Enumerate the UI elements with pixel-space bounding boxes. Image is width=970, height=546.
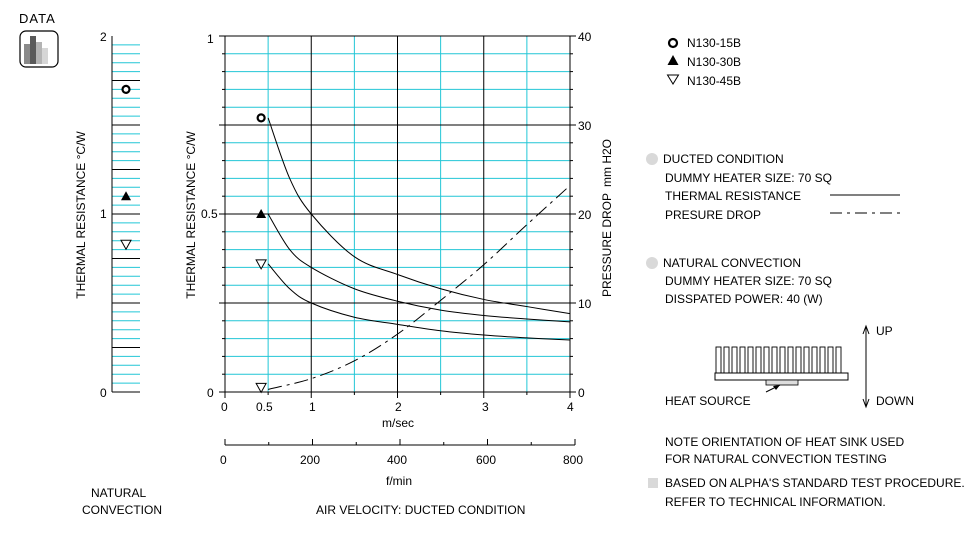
thermal-line-n130-30b bbox=[267, 213, 571, 323]
heat-sink-fins bbox=[715, 346, 842, 374]
heat-source-label: HEAT SOURCE bbox=[665, 394, 751, 408]
fmin-axis-label: f/min bbox=[386, 474, 413, 488]
natural-y-tick-1: 1 bbox=[100, 207, 107, 221]
natural-marker-n130-15b-icon bbox=[121, 84, 131, 95]
data-logo-icon bbox=[19, 30, 59, 68]
natural-bullet-icon bbox=[646, 257, 658, 269]
legend-label-30b: N130-30B bbox=[687, 55, 742, 69]
curve-marker-n130-15b-icon bbox=[256, 113, 266, 123]
pressure-tick-20: 20 bbox=[578, 208, 592, 222]
legend-label-45b: N130-45B bbox=[687, 74, 742, 88]
up-down-arrow-icon bbox=[862, 324, 870, 409]
pressure-tick-40: 40 bbox=[578, 30, 592, 44]
thermal-axis-label: THERMAL RESISTANCE °C/W bbox=[184, 131, 198, 299]
fmin-tick-200: 200 bbox=[300, 453, 321, 467]
fmin-tick-800: 800 bbox=[563, 453, 584, 467]
legend-markers bbox=[666, 37, 680, 85]
fmin-tick-0: 0 bbox=[220, 453, 227, 467]
legend-label-15b: N130-15B bbox=[687, 36, 742, 50]
ducted-bullet-icon bbox=[646, 153, 658, 165]
legend-filled-triangle-icon bbox=[667, 55, 679, 65]
heat-source-block bbox=[765, 379, 799, 386]
standard-note-line2: REFER TO TECHNICAL INFORMATION. bbox=[665, 495, 886, 509]
orientation-note-line1: NOTE ORIENTATION OF HEAT SINK USED bbox=[665, 435, 905, 449]
x-axis-label: m/sec bbox=[382, 416, 415, 430]
x-tick-1: 1 bbox=[309, 400, 316, 414]
ducted-pressure-label: PRESURE DROP bbox=[665, 208, 762, 222]
logo-label: DATA bbox=[19, 11, 56, 26]
main-chart-caption: AIR VELOCITY: DUCTED CONDITION bbox=[316, 503, 526, 517]
heat-sink-base bbox=[714, 372, 849, 381]
pressure-tick-30: 30 bbox=[578, 119, 592, 133]
thermal-line-n130-15b bbox=[267, 117, 571, 315]
diagram-up-label: UP bbox=[876, 324, 893, 338]
pressure-unit-label: mm H2O bbox=[600, 139, 614, 187]
fmin-tick-600: 600 bbox=[476, 453, 497, 467]
pressure-tick-0: 0 bbox=[578, 386, 585, 400]
pressure-tick-10: 10 bbox=[578, 297, 592, 311]
natural-marker-n130-45b-icon bbox=[120, 239, 132, 251]
x-tick-4: 4 bbox=[567, 400, 574, 414]
ducted-heater-size: DUMMY HEATER SIZE: 70 SQ bbox=[665, 171, 832, 185]
pressure-axis-label: PRESSURE DROP bbox=[600, 192, 614, 298]
orientation-note-line2: FOR NATURAL CONVECTION TESTING bbox=[665, 452, 887, 466]
diagram-down-label: DOWN bbox=[876, 394, 914, 408]
standard-note-line1: BASED ON ALPHA'S STANDARD TEST PROCEDURE… bbox=[665, 476, 965, 490]
natural-title: NATURAL CONVECTION bbox=[663, 256, 802, 270]
natural-caption-line2: CONVECTION bbox=[82, 503, 163, 517]
legend-open-triangle-icon bbox=[666, 74, 680, 85]
natural-dissipated-power: DISSPATED POWER: 40 (W) bbox=[665, 292, 823, 306]
heat-sink-diagram bbox=[714, 324, 870, 409]
natural-caption-line1: NATURAL bbox=[91, 486, 147, 500]
x-tick-0: 0 bbox=[221, 400, 228, 414]
curve-marker-n130-30b-icon bbox=[256, 209, 267, 218]
natural-marker-n130-30b-icon bbox=[121, 191, 131, 201]
pressure-start-marker-icon bbox=[255, 382, 267, 394]
main-chart-frame bbox=[224, 35, 571, 393]
ducted-title: DUCTED CONDITION bbox=[663, 152, 784, 166]
thermal-tick-1: 1 bbox=[207, 32, 214, 46]
legend-circle-icon bbox=[667, 37, 679, 49]
fmin-tick-400: 400 bbox=[387, 453, 408, 467]
thermal-line-n130-45b bbox=[267, 263, 571, 341]
thermal-tick-0-5: 0.5 bbox=[201, 207, 218, 221]
natural-y-tick-2: 2 bbox=[100, 30, 107, 44]
x-tick-0-5: 0.5 bbox=[256, 400, 273, 414]
natural-y-axis-label: THERMAL RESISTANCE °C/W bbox=[74, 131, 88, 299]
ducted-thermal-label: THERMAL RESISTANCE bbox=[665, 189, 802, 203]
thermal-tick-0: 0 bbox=[207, 386, 214, 400]
heat-source-pointer-head-icon bbox=[773, 385, 780, 390]
natural-y-tick-0: 0 bbox=[100, 386, 107, 400]
natural-heater-size: DUMMY HEATER SIZE: 70 SQ bbox=[665, 274, 832, 288]
x-tick-2: 2 bbox=[395, 400, 402, 414]
standard-note-bullet-icon bbox=[648, 478, 658, 488]
curve-marker-n130-45b-icon bbox=[255, 259, 267, 270]
x-tick-3: 3 bbox=[482, 400, 489, 414]
line-style-key bbox=[830, 194, 900, 214]
pressure-drop-line bbox=[268, 185, 571, 390]
